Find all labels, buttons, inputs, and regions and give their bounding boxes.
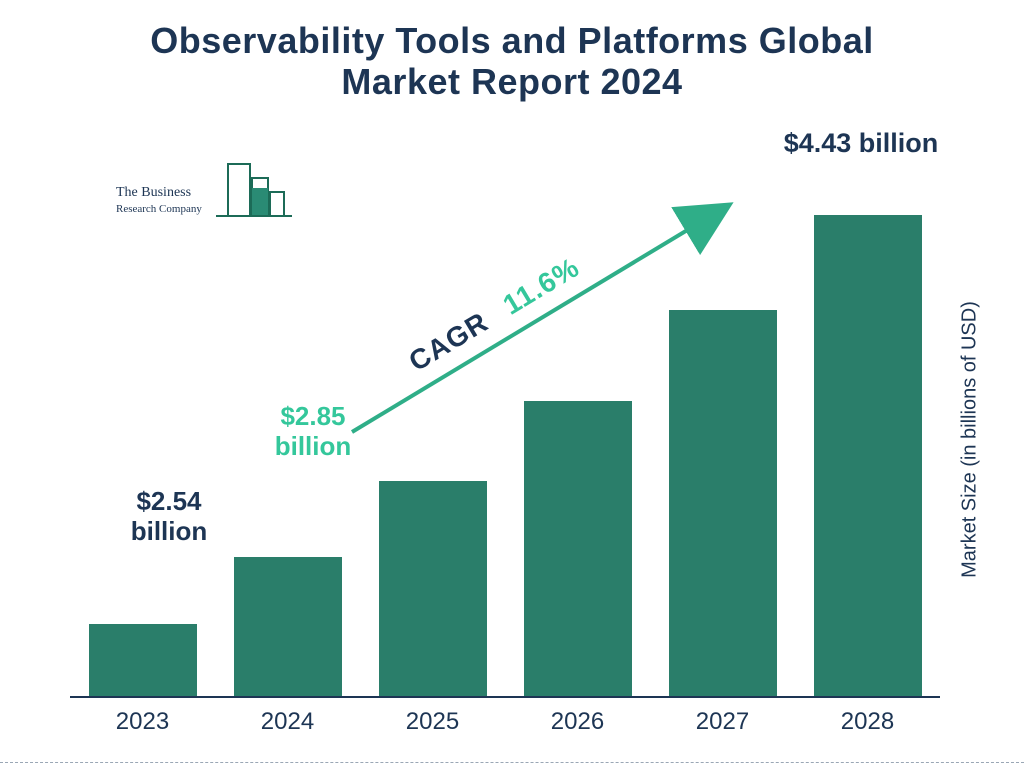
chart-stage: Observability Tools and Platforms Global…: [0, 0, 1024, 768]
bottom-dashed-divider: [0, 762, 1024, 763]
